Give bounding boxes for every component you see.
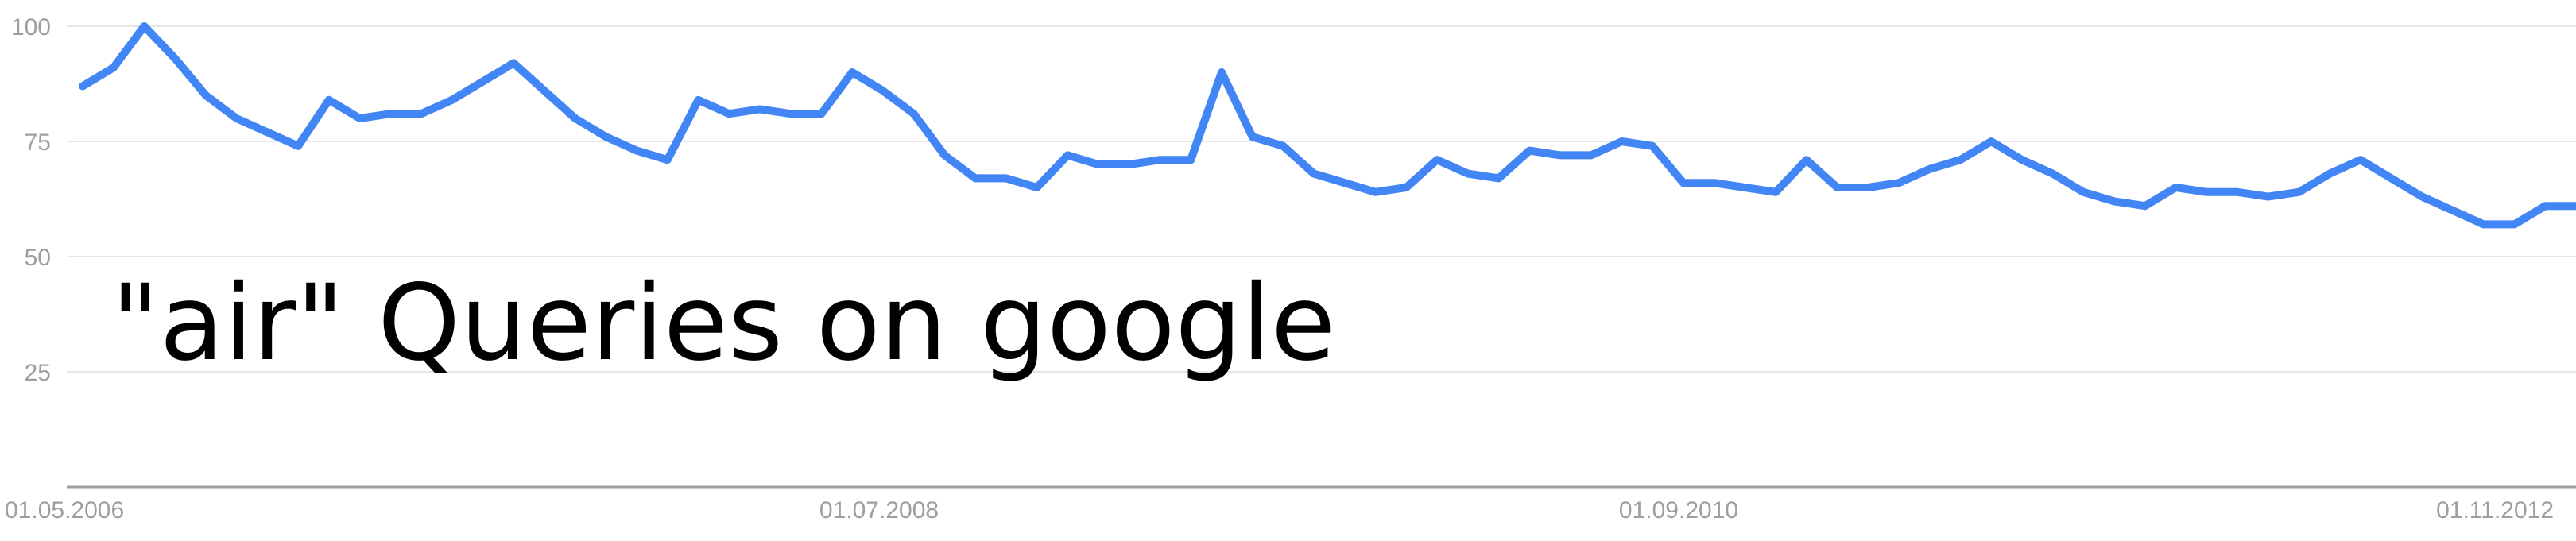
x-axis-tick-labels: 01.05.2006 01.07.2008 01.09.2010 01.11.2012 [5,497,2554,524]
overlay-text: "air" Queries on google [111,262,1335,384]
y-axis-tick-labels: 25 50 75 100 [11,14,51,386]
series-line [79,22,2576,229]
y-tick-label: 100 [11,14,51,41]
x-tick-label: 01.05.2006 [5,497,124,524]
y-tick-label: 50 [25,245,51,271]
x-tick-label: 01.07.2008 [819,497,939,524]
x-tick-label: 01.09.2010 [1619,497,1738,524]
y-tick-label: 75 [25,129,51,156]
y-tick-label: 25 [25,360,51,386]
gridlines [67,25,2576,373]
x-tick-label: 01.11.2012 [2436,497,2554,524]
